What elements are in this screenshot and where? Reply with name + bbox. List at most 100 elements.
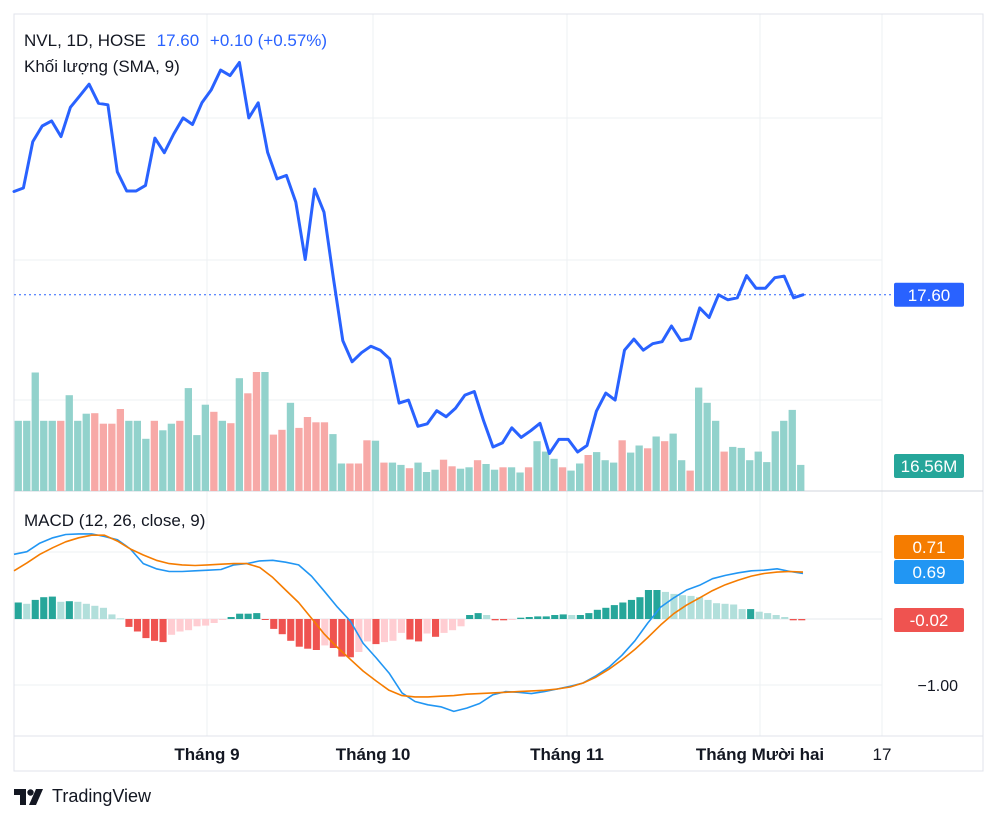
volume-bar <box>507 467 516 491</box>
macd-histogram-bar <box>108 614 116 619</box>
macd-axis-tick: −1.00 <box>918 678 959 695</box>
macd-histogram-bar <box>159 619 167 643</box>
macd-histogram-bar <box>500 619 508 621</box>
macd-histogram-bar <box>227 617 235 619</box>
macd-histogram-bar <box>653 590 661 619</box>
price-change: +0.10 (+0.57%) <box>209 31 328 50</box>
macd-legend: MACD (12, 26, close, 9) <box>24 511 206 530</box>
volume-bar <box>780 420 788 491</box>
macd-histogram-bar <box>559 614 567 619</box>
macd-histogram-bar <box>14 602 22 619</box>
volume-bar <box>91 413 99 491</box>
volume-bar <box>269 434 278 491</box>
volume-bar <box>108 423 116 491</box>
volume-tag-bg <box>894 454 964 478</box>
volume-bar <box>312 422 320 491</box>
macd-histogram-bar <box>312 619 320 650</box>
volume-bar <box>490 469 499 491</box>
volume-bar <box>584 455 592 491</box>
volume-bar <box>678 460 686 491</box>
volume-bar <box>142 438 150 491</box>
macd-histogram-bar <box>380 619 388 643</box>
macd-histogram-bar <box>99 607 107 619</box>
volume-bar <box>227 423 235 491</box>
volume-bar <box>31 372 39 491</box>
volume-bar <box>235 378 243 491</box>
macd-histogram-bar <box>764 613 772 619</box>
volume-bar <box>48 420 56 491</box>
tradingview-brand[interactable]: TradingView <box>14 786 151 807</box>
macd-histogram-bar <box>57 601 65 619</box>
volume-bar <box>354 463 363 491</box>
macd-histogram-bar <box>346 619 354 658</box>
volume-bar <box>303 417 312 491</box>
macd-histogram-bar <box>415 619 423 642</box>
volume-bar <box>618 440 626 491</box>
macd-histogram-bar <box>576 615 584 619</box>
volume-bar <box>737 447 745 491</box>
symbol-name: NVL, 1D, HOSE <box>24 31 146 50</box>
macd-histogram-bar <box>568 615 576 619</box>
volume-bar <box>627 452 635 491</box>
time-axis-label: 17 <box>873 745 892 764</box>
volume-bar <box>482 464 490 491</box>
volume-bar <box>533 441 541 491</box>
macd-histogram-bar <box>704 599 712 619</box>
volume-bar <box>746 460 754 491</box>
volume-bar <box>439 459 448 491</box>
macd-tag: 0.69 <box>912 563 945 582</box>
macd-histogram-bar <box>457 619 465 627</box>
volume-bar <box>176 420 184 491</box>
volume-bar <box>184 388 192 491</box>
volume-bar <box>567 470 575 491</box>
time-axis-label: Tháng 9 <box>174 745 239 764</box>
volume-bar <box>116 409 124 491</box>
volume-bar <box>414 462 422 491</box>
chart-frame <box>13 13 984 772</box>
macd-histogram-bar <box>789 619 797 621</box>
volume-bar <box>686 470 694 491</box>
histogram-tag: -0.02 <box>910 611 949 630</box>
macd-histogram-bar <box>534 616 542 619</box>
volume-bar <box>448 466 456 491</box>
macd-histogram-bar <box>423 619 431 634</box>
macd-histogram-bar <box>551 615 559 619</box>
macd-histogram-bar <box>261 619 269 620</box>
volume-bar <box>218 420 226 491</box>
last-price: 17.60 <box>156 31 200 50</box>
macd-histogram-bar <box>449 619 457 631</box>
macd-histogram-bar <box>142 619 150 639</box>
macd-histogram-bar <box>585 613 593 619</box>
volume-bar <box>201 404 209 491</box>
volume-bar <box>278 429 286 491</box>
macd-histogram-bar <box>133 619 141 632</box>
macd-histogram-bar <box>363 619 371 642</box>
macd-histogram-bar <box>219 619 227 620</box>
volume-bar <box>720 451 728 491</box>
volume-bar <box>261 372 269 491</box>
macd-histogram-bar <box>517 617 525 619</box>
volume-bar <box>431 469 439 491</box>
volume-bar <box>244 393 252 491</box>
volume-bar <box>40 420 48 491</box>
volume-bar <box>14 420 22 491</box>
macd-histogram-bar <box>253 613 261 619</box>
signal-tag-bg <box>894 535 964 559</box>
volume-bar <box>371 440 380 491</box>
volume-tag: 16.56M <box>901 457 958 476</box>
volume-bar <box>797 464 805 491</box>
macd-line <box>13 533 804 713</box>
volume-bar <box>380 462 388 491</box>
macd-histogram-bar <box>116 618 124 620</box>
macd-histogram-bar <box>661 591 669 619</box>
volume-bar <box>644 448 652 491</box>
macd-histogram-bar <box>483 615 491 619</box>
price-scale-tags: 17.60 16.56M 0.71 0.69 -0.02 <box>894 282 964 632</box>
volume-bar <box>754 451 762 491</box>
volume-bar <box>210 411 218 491</box>
macd-histogram-bar <box>508 619 516 620</box>
macd-histogram-bar <box>619 602 627 619</box>
macd-histogram-bar <box>82 603 90 619</box>
